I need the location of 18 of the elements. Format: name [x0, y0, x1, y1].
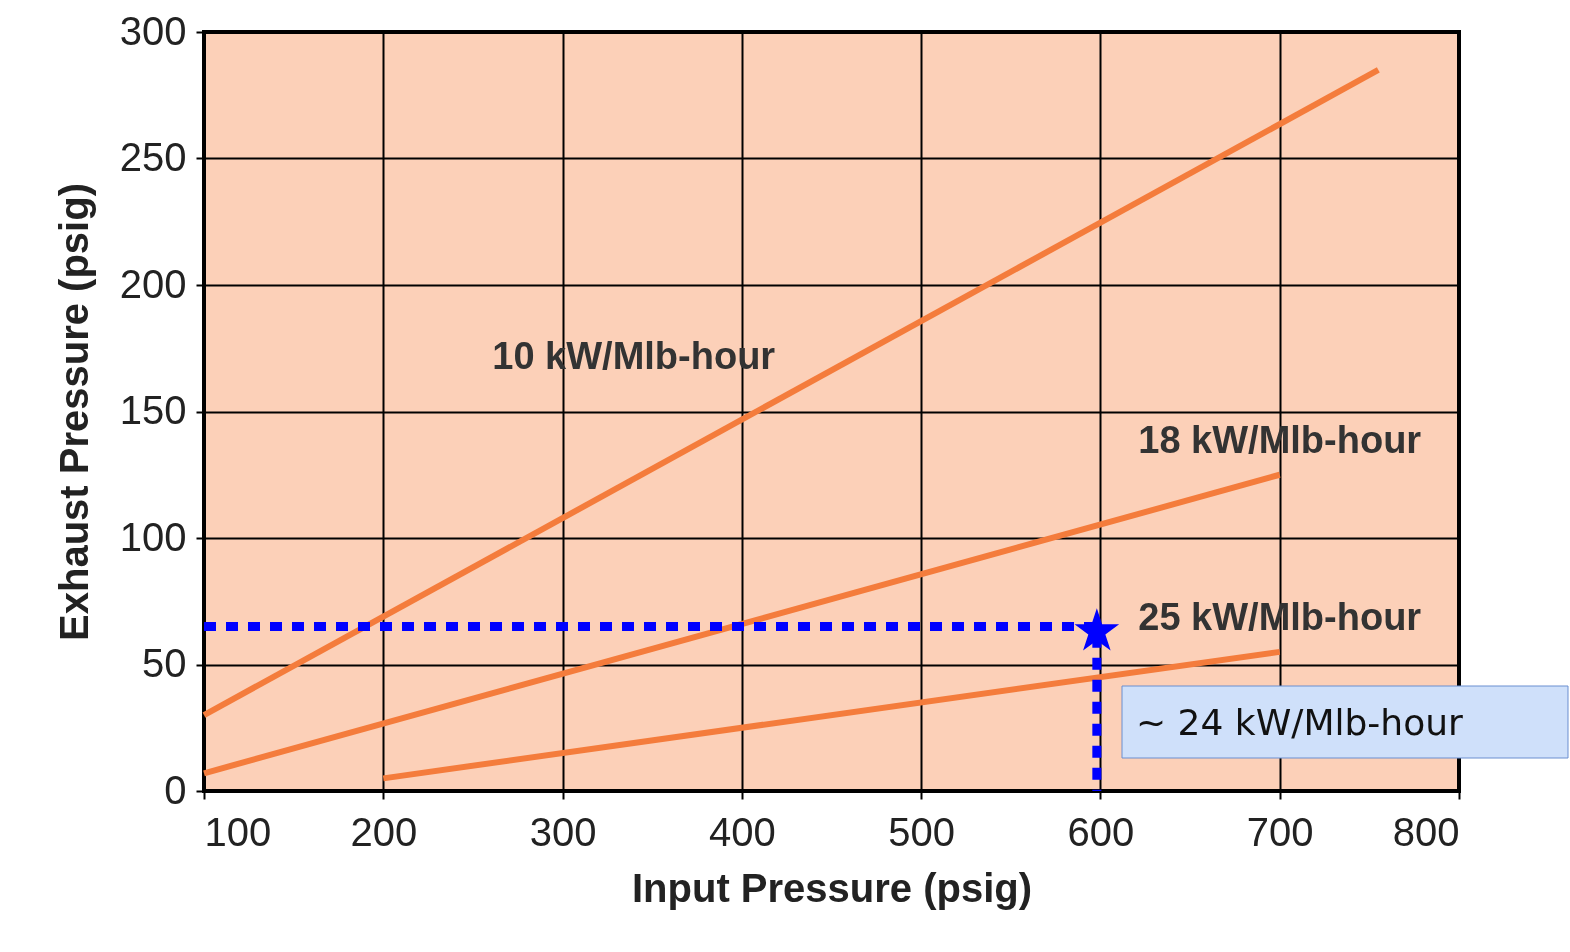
- y-tick-label: 0: [164, 767, 187, 812]
- y-tick-label: 150: [119, 388, 187, 432]
- x-tick-label: 800: [1392, 809, 1460, 854]
- x-tick-label: 100: [204, 809, 272, 854]
- y-axis-title: Exhaust Pressure (psig): [51, 183, 96, 641]
- y-tick-label: 250: [119, 135, 187, 179]
- x-tick-label: 700: [1246, 809, 1314, 854]
- annotation: ~ 24 kW/Mlb-hour: [1136, 702, 1463, 743]
- x-tick-label: 500: [888, 809, 956, 854]
- y-tick-label: 50: [142, 641, 187, 685]
- y-tick-label: 300: [119, 8, 187, 53]
- y-tick-label: 100: [119, 514, 187, 559]
- y-tick-label: 200: [119, 261, 187, 306]
- x-tick-label: 300: [529, 809, 597, 854]
- x-axis-title: Input Pressure (psig): [631, 865, 1033, 910]
- x-tick-label: 200: [350, 809, 418, 854]
- x-tick-label: 400: [708, 809, 776, 854]
- x-tick-label: 600: [1067, 809, 1135, 854]
